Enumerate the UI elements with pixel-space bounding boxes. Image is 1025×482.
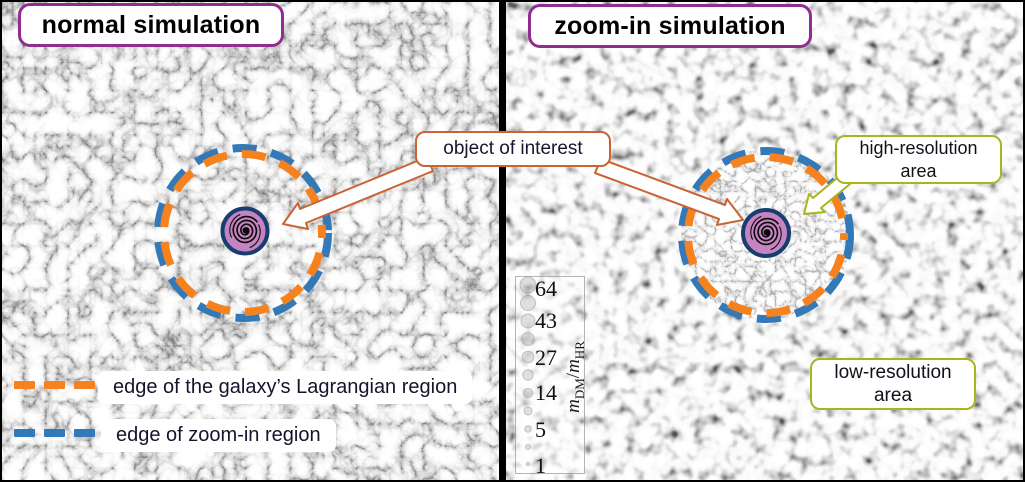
blue-dash-icon [74, 429, 95, 437]
axis-m-dm: m [563, 399, 584, 413]
scale-circle [520, 295, 536, 311]
panel-zoom-simulation: zoom-in simulation high-resolution area … [506, 2, 1023, 480]
panel-divider [499, 0, 506, 482]
scale-circle [525, 444, 531, 450]
orange-dash-icon [74, 381, 95, 389]
legend-label-zoomin: edge of zoom-in region [116, 424, 321, 446]
axis-sub-dm: DM [571, 378, 587, 400]
scale-circle [523, 406, 533, 416]
low-resolution-area-label: low-resolution area [810, 358, 976, 410]
galaxy-icon [741, 208, 791, 258]
scale-circle [522, 369, 534, 381]
scale-circle [525, 461, 531, 467]
blue-dash-icon [14, 429, 35, 437]
legend-swatch-lagrangian [14, 381, 95, 389]
high-res-line2: area [900, 160, 937, 181]
scale-value: 43 [535, 308, 557, 333]
panel-title-normal-label: normal simulation [41, 10, 261, 39]
object-of-interest-text: object of interest [443, 138, 583, 159]
panel-normal-simulation: normal simulation edge of the galaxy’s L… [2, 2, 499, 480]
scale-circle [521, 332, 535, 346]
galaxy-arm-icon [750, 215, 762, 240]
scale-circle [524, 425, 532, 433]
legend-label-lagrangian: edge of the galaxy’s Lagrangian region [113, 376, 458, 398]
scale-circle [522, 387, 534, 399]
lagrangian-edge-circle [684, 153, 848, 317]
scale-value: 1 [535, 453, 546, 478]
panel-title-zoom-label: zoom-in simulation [554, 11, 786, 40]
galaxy-arm-icon [249, 224, 261, 249]
legend-item-zoomin: edge of zoom-in region [101, 419, 336, 452]
mass-ratio-scale [515, 276, 585, 474]
blue-dash-icon [44, 429, 65, 437]
object-of-interest-label: object of interest [415, 131, 611, 167]
zoomin-edge-circle [154, 144, 332, 322]
high-resolution-area-label: high-resolution area [835, 135, 1002, 184]
legend-item-lagrangian: edge of the galaxy’s Lagrangian region [98, 371, 473, 404]
lagrangian-edge-circle [160, 150, 326, 316]
mass-ratio-scale-circles [519, 276, 537, 467]
scale-circle [520, 313, 536, 329]
mass-ratio-axis-label: mDM/mHR [563, 332, 587, 422]
galaxy-core-icon [763, 229, 771, 236]
scale-value: 27 [535, 345, 557, 370]
axis-sub-hr: HR [571, 341, 587, 360]
orange-dash-icon [44, 381, 65, 389]
legend-swatch-zoomin [14, 429, 95, 437]
low-res-line1: low-resolution [834, 362, 952, 383]
scale-value: 14 [535, 380, 557, 405]
galaxy-spiral-icon [753, 217, 780, 246]
galaxy-arm-icon [770, 226, 782, 251]
low-res-line2: area [873, 385, 913, 406]
high-res-line1: high-resolution [859, 137, 978, 158]
scale-circle [521, 350, 535, 364]
zoomin-edge-circle [678, 147, 854, 323]
galaxy-icon [220, 206, 270, 256]
scale-value: 5 [535, 417, 546, 442]
axis-slash: / [563, 372, 584, 379]
scale-circle [519, 276, 537, 294]
galaxy-arm-icon [229, 213, 241, 238]
scale-value: 64 [535, 276, 557, 301]
galaxy-spiral-icon [232, 215, 259, 244]
panel-title-zoom: zoom-in simulation [528, 4, 812, 48]
particle-texture [506, 2, 1023, 480]
panel-title-normal: normal simulation [18, 3, 284, 47]
axis-m-hr: m [563, 359, 584, 373]
cosmic-web-texture [2, 2, 499, 480]
orange-dash-icon [14, 381, 35, 389]
galaxy-core-icon [242, 227, 250, 234]
